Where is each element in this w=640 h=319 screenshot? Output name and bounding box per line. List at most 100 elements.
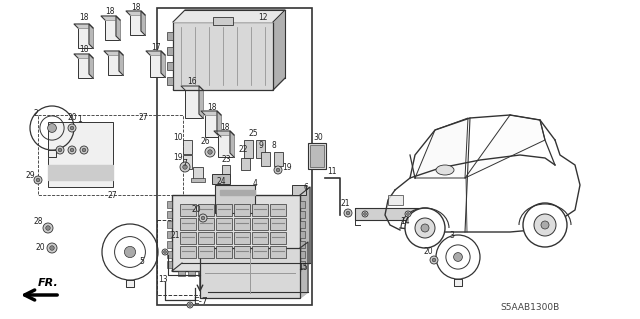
Circle shape [201,216,205,220]
Circle shape [208,150,212,154]
Circle shape [58,148,62,152]
Bar [308,143,326,169]
Bar [198,204,214,216]
Bar [198,218,214,230]
Circle shape [344,209,352,217]
Circle shape [276,168,280,172]
Circle shape [430,256,438,264]
Circle shape [454,253,462,261]
Circle shape [180,162,190,172]
Polygon shape [119,51,123,75]
Bar [188,271,195,276]
Text: 18: 18 [220,122,230,131]
Circle shape [162,249,168,255]
Bar [200,248,300,298]
Bar [38,115,183,195]
Bar [191,178,205,182]
Bar [270,246,286,258]
Bar [234,204,250,216]
Bar [213,17,233,25]
Bar [183,155,192,169]
Bar [244,140,253,158]
Circle shape [70,148,74,152]
Text: 10: 10 [173,132,183,142]
Bar [198,232,214,244]
Circle shape [406,213,410,215]
Text: 17: 17 [151,42,161,51]
Circle shape [421,224,429,232]
Bar [78,58,93,78]
Text: 8: 8 [271,140,276,150]
Text: 5: 5 [140,257,145,266]
Polygon shape [200,292,308,298]
Text: 19: 19 [282,162,292,172]
Text: 20: 20 [35,243,45,253]
Text: 4: 4 [253,179,257,188]
Bar [310,145,324,167]
Circle shape [187,302,193,308]
Circle shape [405,208,445,248]
Polygon shape [217,111,221,137]
Text: 30: 30 [313,132,323,142]
Bar [180,218,196,230]
Circle shape [183,165,188,169]
Bar [218,271,225,276]
Polygon shape [454,279,462,286]
Bar [157,8,312,305]
Bar [208,271,215,276]
Text: 3: 3 [449,231,454,240]
Text: 27: 27 [138,114,148,122]
Circle shape [415,218,435,238]
Circle shape [534,214,556,236]
Bar [167,62,173,70]
Circle shape [199,214,207,222]
Bar [234,232,250,244]
Polygon shape [273,10,285,90]
Bar [252,232,268,244]
Bar [167,231,172,238]
Bar [178,271,185,276]
Bar [268,271,275,276]
Bar [167,241,172,248]
Text: 18: 18 [207,102,217,112]
Bar [167,221,172,228]
Text: E-7: E-7 [193,298,207,307]
Bar [183,140,192,154]
Text: 22: 22 [238,145,248,154]
Bar [212,174,230,184]
Polygon shape [199,86,203,118]
Text: 23: 23 [221,155,231,165]
Bar [205,115,221,137]
Bar [105,20,120,40]
Polygon shape [74,54,93,58]
Bar [252,204,268,216]
Bar [172,195,300,271]
Bar [167,77,173,85]
Text: 21: 21 [170,231,180,240]
Circle shape [80,146,88,154]
Bar [167,32,173,40]
Circle shape [56,146,64,154]
Polygon shape [181,86,203,90]
Circle shape [124,246,136,258]
Text: 16: 16 [187,78,197,86]
Polygon shape [126,280,134,287]
Circle shape [362,211,368,217]
Bar [278,271,285,276]
Bar [258,271,265,276]
Text: 29: 29 [25,170,35,180]
Circle shape [432,258,436,262]
Text: 9: 9 [259,140,264,150]
Circle shape [47,243,57,253]
Bar [157,220,235,295]
Bar [167,47,173,55]
Bar [241,158,250,170]
Polygon shape [172,263,310,271]
Bar [180,232,196,244]
Bar [198,271,205,276]
Polygon shape [104,51,123,55]
Polygon shape [415,118,468,178]
Bar [222,165,230,176]
Polygon shape [300,242,308,298]
Circle shape [50,246,54,250]
